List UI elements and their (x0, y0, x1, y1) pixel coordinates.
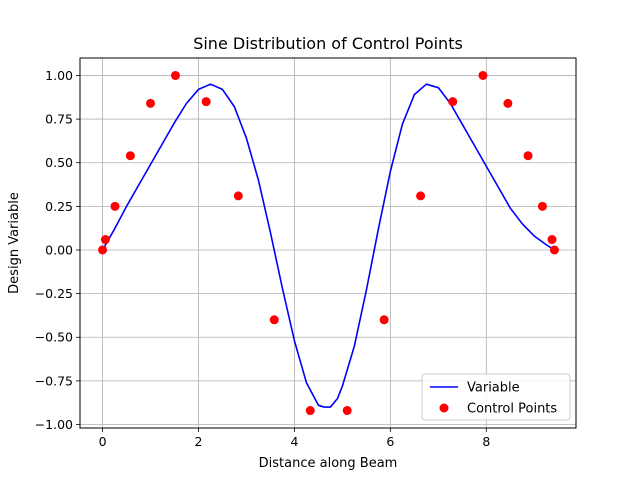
control-point-marker (110, 201, 120, 211)
x-tick-label: 8 (482, 434, 490, 449)
control-point-marker (100, 235, 110, 245)
series-line-variable (101, 83, 555, 408)
x-tick-label: 0 (99, 434, 107, 449)
grid (80, 58, 576, 428)
axes-frame (79, 57, 577, 429)
control-point-marker (269, 315, 279, 325)
y-tick-label: −0.75 (35, 373, 73, 388)
control-point-marker (503, 98, 513, 108)
control-point-marker (201, 97, 211, 107)
control-point-marker (523, 151, 533, 161)
y-tick-label: 1.00 (45, 68, 73, 83)
legend-marker-swatch (439, 403, 449, 413)
control-point-marker (478, 70, 488, 80)
control-point-marker (416, 191, 426, 201)
y-tick-label: 0.00 (45, 242, 73, 257)
y-axis-label: Design Variable (7, 192, 22, 294)
control-point-marker (448, 97, 458, 107)
x-tick-label: 6 (386, 434, 394, 449)
control-point-marker (379, 315, 389, 325)
control-point-marker (549, 245, 559, 255)
control-point-marker (98, 245, 108, 255)
control-point-marker (305, 406, 315, 416)
y-tick-label: −0.25 (35, 286, 73, 301)
legend-box (421, 373, 571, 421)
control-point-marker (537, 201, 547, 211)
x-tick-label: 2 (195, 434, 203, 449)
y-tick-label: 0.50 (45, 155, 73, 170)
y-tick-label: −1.00 (35, 417, 73, 432)
x-axis-label: Distance along Beam (259, 456, 398, 471)
axis-ticks: 0 2 4 6 8 −1.00 −0.75 −0.50 −0.25 0.00 0.25 0.50 0.7… (35, 68, 491, 449)
legend-label: Control Points (467, 402, 557, 417)
control-point-marker (125, 151, 135, 161)
control-point-marker (146, 98, 156, 108)
y-tick-label: 0.25 (45, 199, 73, 214)
legend: Variable Control Points (421, 373, 571, 421)
chart-title: Sine Distribution of Control Points (193, 34, 463, 53)
legend-label: Variable (467, 381, 520, 396)
control-point-marker (170, 70, 180, 80)
control-point-marker (547, 235, 557, 245)
control-point-marker (342, 406, 352, 416)
x-tick-label: 4 (290, 434, 298, 449)
plot-area (98, 70, 559, 416)
control-point-marker (233, 191, 243, 201)
y-tick-label: −0.50 (35, 330, 73, 345)
y-tick-label: 0.75 (45, 112, 73, 127)
